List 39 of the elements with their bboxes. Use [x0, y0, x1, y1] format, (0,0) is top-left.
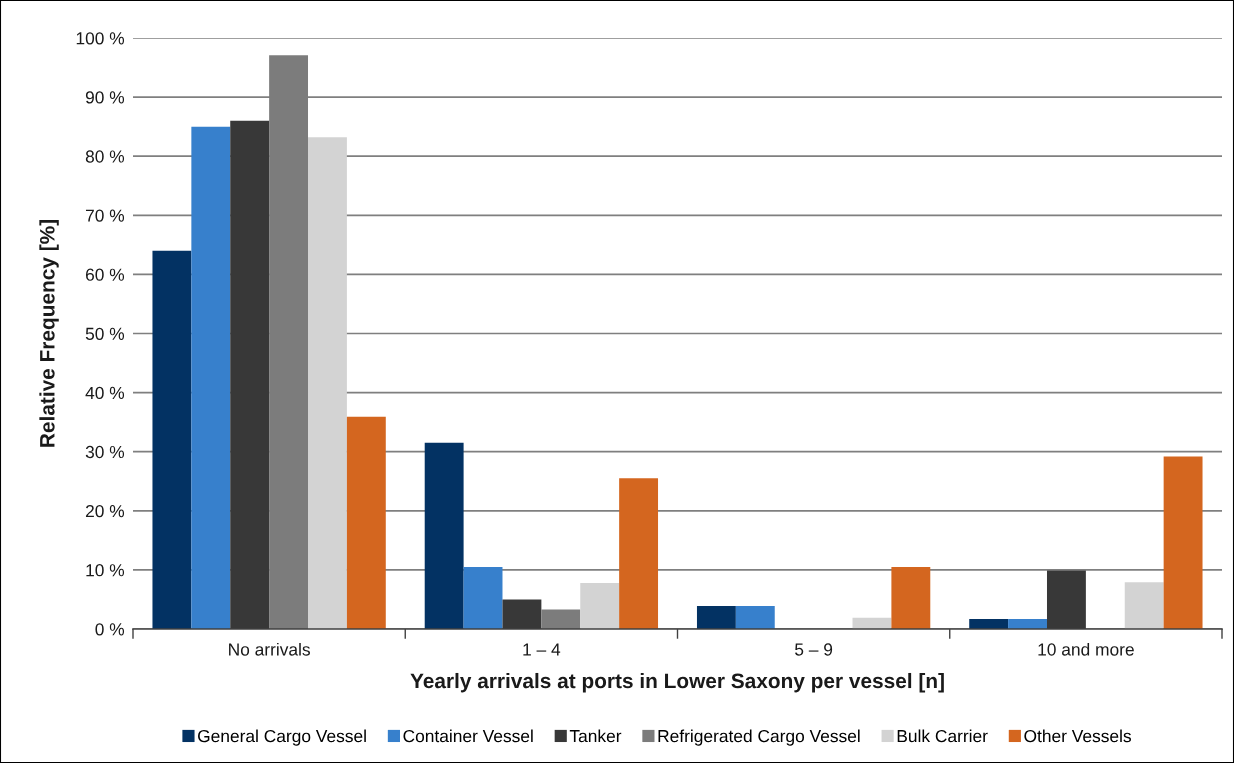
bar — [152, 250, 192, 629]
legend-label: General Cargo Vessel — [198, 729, 366, 746]
bar — [891, 566, 931, 629]
y-tick-label: 30 % — [85, 445, 125, 459]
bar — [424, 442, 464, 629]
x-tick-label: 5 – 9 — [795, 643, 833, 656]
y-tick-label: 90 % — [85, 91, 125, 104]
x-tick-label: 1 – 4 — [523, 643, 561, 656]
y-tick-label: 10 % — [86, 564, 125, 577]
x-axis-title: Yearly arrivals at ports in Lower Saxony per vessel [n] — [410, 672, 944, 693]
y-tick-label: 0 % — [95, 623, 125, 636]
legend-label: Bulk Carrier — [897, 729, 988, 743]
y-axis-title: Relative Frequency [%] — [39, 220, 59, 447]
legend-label: Tanker — [569, 729, 622, 743]
legend-label: Container Vessel — [403, 729, 533, 743]
bar — [735, 605, 775, 629]
y-tick-label: 40 % — [85, 386, 125, 400]
bar — [463, 566, 503, 629]
bar — [969, 618, 1009, 629]
bar — [619, 478, 659, 629]
bar — [191, 126, 231, 629]
legend-label: Other Vessels — [1024, 729, 1131, 743]
y-tick-label: 70 % — [85, 209, 125, 222]
bar — [1008, 618, 1047, 629]
x-tick-label: 10 and more — [1038, 642, 1134, 656]
y-tick-label: 100 % — [76, 32, 125, 45]
bar — [1163, 456, 1203, 629]
bar — [580, 582, 620, 629]
bar — [346, 416, 386, 629]
bar — [1124, 582, 1164, 629]
y-tick-label: 80 % — [85, 150, 125, 163]
x-tick-label: No arrivals — [229, 642, 310, 656]
bar — [696, 605, 736, 629]
bar — [308, 137, 347, 629]
y-tick-label: 50 % — [85, 327, 125, 340]
y-tick-label: 20 % — [85, 504, 125, 518]
y-tick-label: 60 % — [85, 268, 125, 281]
bar — [541, 609, 581, 629]
legend-label: Refrigerated Cargo Vessel — [658, 729, 860, 746]
